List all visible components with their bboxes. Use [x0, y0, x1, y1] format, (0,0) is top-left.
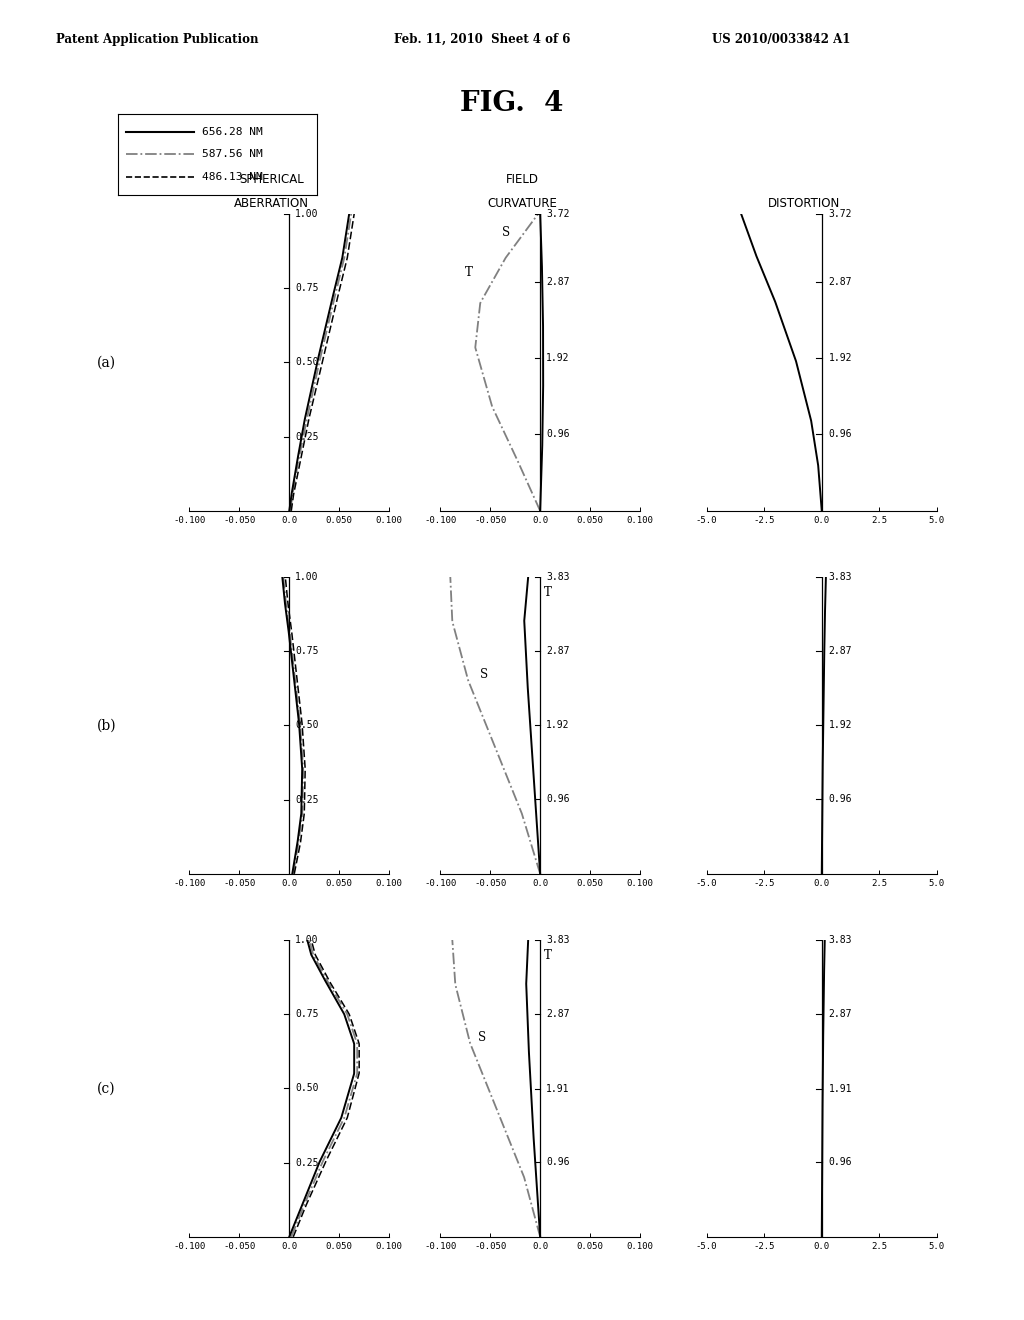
Text: FIG.  4: FIG. 4: [461, 90, 563, 116]
Text: 656.28 NM: 656.28 NM: [202, 127, 262, 136]
Text: 0.25: 0.25: [295, 795, 318, 805]
Text: 0.96: 0.96: [828, 429, 852, 440]
Text: T: T: [544, 949, 552, 962]
Text: 0.50: 0.50: [295, 358, 318, 367]
Text: 3.83: 3.83: [828, 935, 852, 945]
Text: 2.87: 2.87: [828, 277, 852, 286]
Text: T: T: [544, 586, 552, 599]
Text: CURVATURE: CURVATURE: [487, 197, 557, 210]
Text: 1.00: 1.00: [295, 572, 318, 582]
Text: T: T: [465, 267, 473, 280]
Text: 1.00: 1.00: [295, 935, 318, 945]
Text: 3.72: 3.72: [546, 209, 569, 219]
Text: S: S: [502, 226, 510, 239]
Text: 0.96: 0.96: [828, 795, 852, 804]
Text: 1.00: 1.00: [295, 209, 318, 219]
Text: 1.92: 1.92: [828, 352, 852, 363]
Text: 0.96: 0.96: [828, 1158, 852, 1167]
Text: 0.50: 0.50: [295, 721, 318, 730]
Text: 0.75: 0.75: [295, 282, 318, 293]
Text: Patent Application Publication: Patent Application Publication: [56, 33, 259, 46]
Text: 0.25: 0.25: [295, 432, 318, 442]
Text: 1.92: 1.92: [546, 352, 569, 363]
Text: (c): (c): [97, 1081, 116, 1096]
Text: 1.92: 1.92: [546, 719, 569, 730]
Text: 486.13 NM: 486.13 NM: [202, 173, 262, 182]
Text: 2.87: 2.87: [828, 647, 852, 656]
Text: DISTORTION: DISTORTION: [768, 197, 840, 210]
Text: (b): (b): [97, 718, 117, 733]
Text: Feb. 11, 2010  Sheet 4 of 6: Feb. 11, 2010 Sheet 4 of 6: [394, 33, 570, 46]
Text: 1.91: 1.91: [546, 1084, 569, 1094]
Text: 0.75: 0.75: [295, 645, 318, 656]
Text: 0.25: 0.25: [295, 1158, 318, 1168]
Text: 587.56 NM: 587.56 NM: [202, 149, 262, 160]
Text: US 2010/0033842 A1: US 2010/0033842 A1: [712, 33, 850, 46]
Text: 0.96: 0.96: [546, 1158, 569, 1167]
Text: 3.83: 3.83: [546, 935, 569, 945]
Text: S: S: [480, 668, 488, 681]
Text: SPHERICAL: SPHERICAL: [239, 173, 304, 186]
Text: FIELD: FIELD: [506, 173, 539, 186]
Text: 3.83: 3.83: [828, 572, 852, 582]
Text: ABERRATION: ABERRATION: [233, 197, 309, 210]
Text: 2.87: 2.87: [546, 647, 569, 656]
Text: S: S: [478, 1031, 486, 1044]
Text: 2.87: 2.87: [546, 277, 569, 286]
Text: 2.87: 2.87: [546, 1010, 569, 1019]
Text: 3.83: 3.83: [546, 572, 569, 582]
Text: 0.96: 0.96: [546, 429, 569, 440]
Text: (a): (a): [97, 355, 117, 370]
Text: 1.91: 1.91: [828, 1084, 852, 1094]
Text: 0.75: 0.75: [295, 1008, 318, 1019]
Text: 1.92: 1.92: [828, 719, 852, 730]
Text: 3.72: 3.72: [828, 209, 852, 219]
Text: 0.96: 0.96: [546, 795, 569, 804]
Text: 0.50: 0.50: [295, 1084, 318, 1093]
Text: 2.87: 2.87: [828, 1010, 852, 1019]
